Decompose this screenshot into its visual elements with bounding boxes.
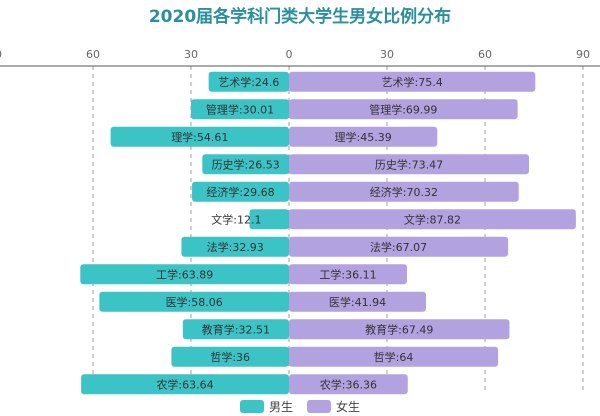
data-label-female: 历史学:73.47: [375, 157, 443, 171]
data-label-female: 艺术学:75.4: [382, 75, 443, 89]
legend-item-female[interactable]: 女生: [307, 398, 360, 415]
bar-male: [99, 291, 289, 312]
legend-swatch-male: [239, 400, 264, 413]
bar-female: [289, 71, 536, 92]
bar-female: [289, 126, 438, 147]
data-label-female: 法学:67.07: [370, 240, 427, 254]
bar-male: [249, 209, 289, 230]
bar-female: [289, 264, 407, 285]
bar-female: [289, 374, 408, 395]
bar-male: [80, 264, 289, 285]
data-label-male: 经济学:29.68: [206, 185, 274, 199]
bar-female: [289, 181, 519, 202]
bar-female: [289, 346, 499, 367]
data-label-male: 艺术学:24.6: [218, 75, 279, 89]
bar-male: [190, 99, 289, 120]
data-label-male: 文学:12.1: [211, 212, 261, 226]
data-label-male: 哲学:36: [210, 350, 250, 364]
legend-swatch-female: [307, 400, 331, 413]
legend-label-female: 女生: [336, 400, 361, 414]
data-label-male: 管理学:30.01: [206, 102, 274, 116]
bar-female: [289, 319, 510, 340]
bar-male: [192, 181, 289, 202]
data-label-male: 农学:63.64: [156, 377, 213, 391]
bar-male: [182, 319, 289, 340]
bar-male: [171, 346, 289, 367]
bar-male: [181, 236, 289, 257]
x-tick-label: 60: [86, 48, 100, 61]
bar-female: [289, 209, 576, 230]
data-label-male: 理学:54.61: [171, 130, 228, 144]
x-tick-label: 90: [576, 48, 590, 61]
bar-female: [289, 291, 427, 312]
bar-male: [202, 154, 289, 175]
bar-male: [208, 71, 289, 92]
data-label-male: 历史学:26.53: [212, 157, 280, 171]
data-label-female: 哲学:64: [374, 350, 414, 364]
chart-title: 2020届各学科门类大学生男女比例分布: [148, 7, 452, 27]
legend-label-male: 男生: [268, 400, 293, 414]
data-label-female: 理学:45.39: [335, 130, 392, 144]
x-tick-label: 30: [380, 48, 394, 61]
x-tick-label: 90: [0, 48, 2, 61]
data-label-female: 工学:36.11: [319, 267, 376, 281]
data-label-male: 工学:63.89: [156, 267, 213, 281]
bar-female: [289, 236, 509, 257]
legend-item-male[interactable]: 男生: [239, 398, 293, 415]
data-label-female: 医学:41.94: [329, 295, 386, 309]
data-label-male: 医学:58.06: [166, 295, 223, 309]
data-label-female: 农学:36.36: [320, 377, 377, 391]
bar-male: [110, 126, 289, 147]
data-label-male: 法学:32.93: [207, 240, 264, 254]
bar-female: [289, 99, 518, 120]
x-tick-label: 0: [286, 48, 293, 61]
x-tick-label: 30: [184, 48, 198, 61]
data-label-female: 经济学:70.32: [370, 185, 438, 199]
legend: 男生 女生: [0, 398, 600, 415]
bar-female: [289, 154, 530, 175]
data-label-female: 管理学:69.99: [369, 102, 437, 116]
data-label-female: 教育学:67.49: [365, 322, 433, 336]
bar-male: [81, 374, 289, 395]
data-label-female: 文学:87.82: [404, 212, 461, 226]
data-label-male: 教育学:32.51: [202, 322, 270, 336]
x-tick-label: 60: [478, 48, 492, 61]
